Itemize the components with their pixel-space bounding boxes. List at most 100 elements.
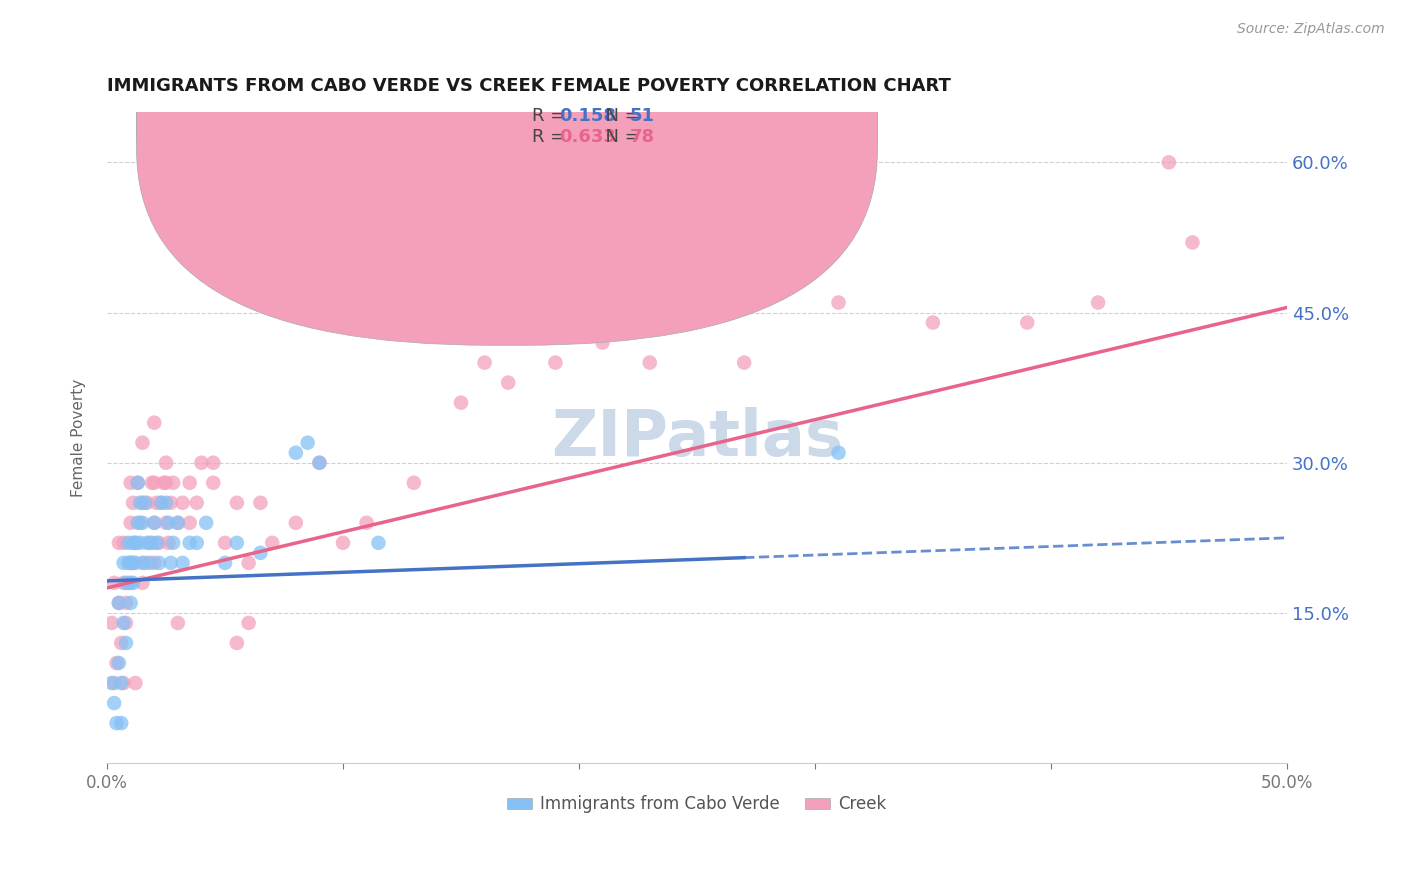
Point — [141, 536, 163, 550]
Point — [129, 536, 152, 550]
FancyBboxPatch shape — [136, 0, 877, 327]
Point — [108, 596, 131, 610]
Point — [112, 556, 135, 570]
Point — [1087, 295, 1109, 310]
Point — [143, 516, 166, 530]
Point — [827, 446, 849, 460]
Point — [159, 556, 181, 570]
Point — [122, 556, 145, 570]
Text: N =: N = — [595, 107, 645, 125]
Point — [112, 536, 135, 550]
Point — [148, 536, 170, 550]
Point — [166, 516, 188, 530]
Point — [148, 556, 170, 570]
Point — [152, 475, 174, 490]
Point — [127, 475, 149, 490]
Point — [134, 496, 156, 510]
Point — [225, 636, 247, 650]
Point — [141, 475, 163, 490]
FancyBboxPatch shape — [136, 0, 877, 345]
Point — [120, 516, 142, 530]
Point — [155, 456, 177, 470]
Point — [1181, 235, 1204, 250]
Text: N =: N = — [595, 128, 645, 146]
Point — [1017, 316, 1039, 330]
Point — [127, 475, 149, 490]
Point — [108, 536, 131, 550]
Point — [592, 335, 614, 350]
Point — [155, 516, 177, 530]
Point — [134, 556, 156, 570]
Point — [108, 596, 131, 610]
Point — [157, 536, 180, 550]
Point — [190, 456, 212, 470]
Point — [733, 356, 755, 370]
Point — [117, 556, 139, 570]
Point — [225, 496, 247, 510]
Point — [143, 475, 166, 490]
Point — [214, 536, 236, 550]
Text: 51: 51 — [630, 107, 655, 125]
Point — [138, 536, 160, 550]
Point — [110, 676, 132, 690]
Point — [202, 456, 225, 470]
Point — [136, 536, 159, 550]
Point — [238, 615, 260, 630]
Text: 0.158: 0.158 — [560, 107, 616, 125]
Point — [124, 556, 146, 570]
Text: 78: 78 — [630, 128, 655, 146]
Point — [214, 556, 236, 570]
Point — [662, 316, 685, 330]
Text: Source: ZipAtlas.com: Source: ZipAtlas.com — [1237, 22, 1385, 37]
Point — [131, 496, 153, 510]
Point — [115, 596, 138, 610]
Point — [120, 596, 142, 610]
Point — [186, 496, 208, 510]
Text: IMMIGRANTS FROM CABO VERDE VS CREEK FEMALE POVERTY CORRELATION CHART: IMMIGRANTS FROM CABO VERDE VS CREEK FEMA… — [107, 78, 950, 95]
Point — [131, 575, 153, 590]
Point — [108, 656, 131, 670]
Point — [638, 356, 661, 370]
Point — [143, 516, 166, 530]
Point — [124, 536, 146, 550]
Point — [238, 556, 260, 570]
Point — [115, 575, 138, 590]
Point — [131, 556, 153, 570]
Point — [922, 316, 945, 330]
Point — [127, 516, 149, 530]
Point — [150, 496, 173, 510]
Point — [115, 636, 138, 650]
Point — [155, 496, 177, 510]
Point — [179, 475, 201, 490]
Point — [129, 496, 152, 510]
Point — [145, 496, 167, 510]
Point — [143, 416, 166, 430]
Point — [112, 615, 135, 630]
Point — [117, 575, 139, 590]
Point — [136, 496, 159, 510]
Point — [356, 516, 378, 530]
Point — [110, 716, 132, 731]
Point — [179, 516, 201, 530]
Point — [284, 516, 307, 530]
Point — [101, 615, 124, 630]
Point — [103, 676, 125, 690]
Point — [115, 615, 138, 630]
Point — [179, 536, 201, 550]
Point — [101, 676, 124, 690]
Point — [157, 516, 180, 530]
Point — [496, 376, 519, 390]
Point — [124, 676, 146, 690]
Point — [450, 395, 472, 409]
Text: R =: R = — [531, 107, 571, 125]
Point — [117, 536, 139, 550]
Point — [195, 516, 218, 530]
Point — [827, 295, 849, 310]
Point — [1157, 155, 1180, 169]
Text: 0.633: 0.633 — [560, 128, 616, 146]
Point — [122, 575, 145, 590]
Point — [544, 356, 567, 370]
Point — [155, 475, 177, 490]
Point — [332, 536, 354, 550]
Point — [166, 516, 188, 530]
